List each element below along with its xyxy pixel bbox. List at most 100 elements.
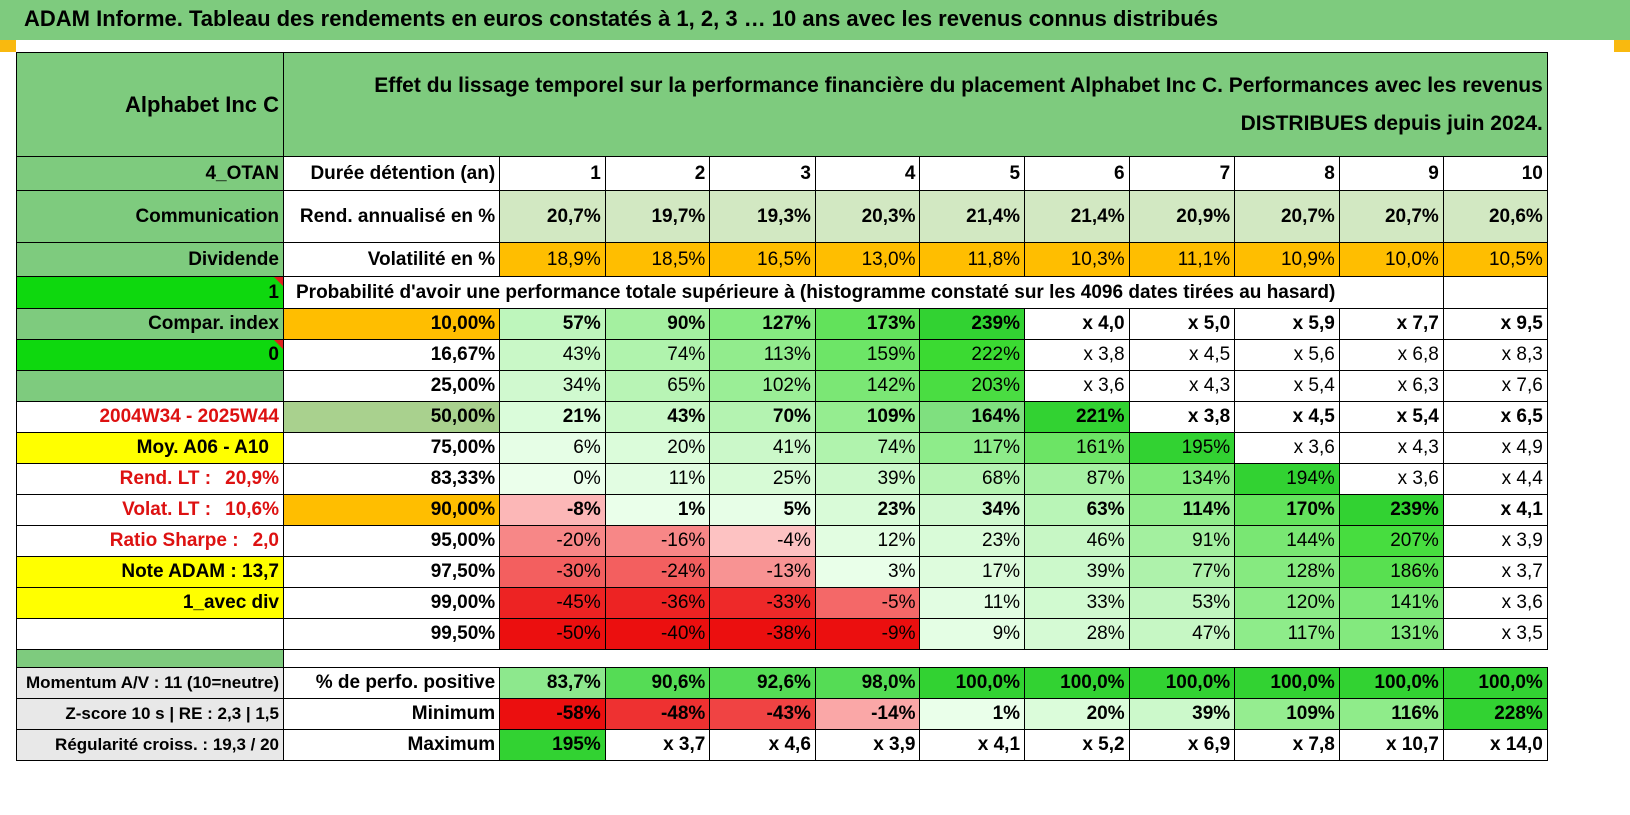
footer-label: Minimum — [282, 698, 501, 730]
duration-header: 10 — [1442, 156, 1548, 191]
footer-label: Maximum — [282, 729, 501, 761]
probability-value: 221% — [1024, 401, 1130, 433]
probability-value: 41% — [709, 432, 816, 464]
duration-header: 7 — [1128, 156, 1236, 191]
footer-value: 109% — [1234, 698, 1340, 730]
probability-value: -40% — [604, 618, 711, 650]
probability-value: 68% — [919, 463, 1026, 495]
probability-value: 21% — [499, 401, 606, 433]
probability-value: 164% — [919, 401, 1026, 433]
probability-value: x 4,4 — [1442, 463, 1548, 495]
duration-header: 3 — [709, 156, 816, 191]
side-metric-value: 10,6% — [225, 499, 279, 520]
probability-value: x 4,3 — [1128, 370, 1236, 402]
side-label: Moy. A06 - A10 — [16, 432, 284, 464]
side-metric-value: 2,0 — [252, 530, 279, 551]
probability-value: x 4,9 — [1442, 432, 1548, 464]
probability-value: 186% — [1338, 556, 1444, 588]
probability-value: 12% — [814, 525, 921, 557]
probability-value: 131% — [1338, 618, 1444, 650]
footer-value: x 5,2 — [1024, 729, 1130, 761]
duration-header: 4 — [814, 156, 921, 191]
duration-header: 9 — [1338, 156, 1444, 191]
probability-value: -9% — [814, 618, 921, 650]
probability-value: 43% — [604, 401, 711, 433]
probability-value: 47% — [1128, 618, 1236, 650]
probability-value: 53% — [1128, 587, 1236, 619]
probability-value: -24% — [604, 556, 711, 588]
probability-value: 33% — [1024, 587, 1130, 619]
side-label: Compar. index — [16, 308, 284, 340]
side-label: 2004W34 - 2025W44 — [16, 401, 284, 433]
probability-value: 222% — [919, 339, 1026, 371]
spacer-cell — [283, 649, 1548, 668]
rend-value: 19,3% — [709, 190, 816, 243]
probability-value: x 3,6 — [1442, 587, 1548, 619]
probability-value: 109% — [814, 401, 921, 433]
probability-value: 23% — [919, 525, 1026, 557]
probability-level: 75,00% — [282, 432, 501, 464]
probability-value: x 5,9 — [1234, 308, 1340, 340]
probability-value: x 8,3 — [1442, 339, 1548, 371]
volat-value: 16,5% — [709, 242, 816, 277]
probability-value: 91% — [1128, 525, 1236, 557]
probability-value: x 5,4 — [1234, 370, 1340, 402]
probability-value: 239% — [919, 308, 1026, 340]
probability-value: 28% — [1024, 618, 1130, 650]
side-label — [16, 618, 284, 650]
probability-value: 120% — [1234, 587, 1340, 619]
duration-header: 8 — [1234, 156, 1340, 191]
side-metric: Ratio Sharpe : 2,0 — [16, 525, 284, 557]
side-metric-label: Ratio Sharpe : — [109, 530, 239, 551]
footer-value: 116% — [1338, 698, 1444, 730]
probability-value: 144% — [1234, 525, 1340, 557]
side-label: Note ADAM : 13,7 — [16, 556, 284, 588]
report-title: ADAM Informe. Tableau des rendements en … — [24, 6, 1219, 31]
side-label: 0 — [16, 339, 284, 371]
probability-value: x 6,5 — [1442, 401, 1548, 433]
footer-value: 195% — [499, 729, 606, 761]
duration-header: 2 — [604, 156, 711, 191]
duration-header: 5 — [919, 156, 1026, 191]
probability-value: 25% — [709, 463, 816, 495]
footer-value: x 14,0 — [1442, 729, 1548, 761]
probability-level: 25,00% — [282, 370, 501, 402]
probability-value: x 3,9 — [1442, 525, 1548, 557]
footer-value: 100,0% — [919, 667, 1026, 699]
title-bar: ADAM Informe. Tableau des rendements en … — [0, 0, 1630, 40]
duration-header: 1 — [499, 156, 606, 191]
probability-value: 141% — [1338, 587, 1444, 619]
probability-value: 170% — [1234, 494, 1340, 526]
probability-value: 17% — [919, 556, 1026, 588]
probability-value: 117% — [919, 432, 1026, 464]
footer-value: 100,0% — [1338, 667, 1444, 699]
probability-value: x 4,5 — [1234, 401, 1340, 433]
probability-value: 65% — [604, 370, 711, 402]
probability-value: x 3,8 — [1128, 401, 1236, 433]
volat-value: 10,0% — [1338, 242, 1444, 277]
probability-value: 39% — [1024, 556, 1130, 588]
side-label: 1_avec div — [16, 587, 284, 619]
probability-value: 134% — [1128, 463, 1236, 495]
probability-value: 203% — [919, 370, 1026, 402]
rend-value: 20,9% — [1128, 190, 1236, 243]
probability-value: -13% — [709, 556, 816, 588]
volat-value: 10,9% — [1234, 242, 1340, 277]
probability-value: x 6,3 — [1338, 370, 1444, 402]
probability-value: 39% — [814, 463, 921, 495]
footer-value: 1% — [919, 698, 1026, 730]
probability-value: 161% — [1024, 432, 1130, 464]
probability-value: 142% — [814, 370, 921, 402]
probability-value: x 6,8 — [1338, 339, 1444, 371]
probability-level: 83,33% — [282, 463, 501, 495]
probability-value: -33% — [709, 587, 816, 619]
performance-table: Alphabet Inc C Effet du lissage temporel… — [16, 52, 1548, 761]
volat-value: 10,3% — [1024, 242, 1130, 277]
probability-value: 87% — [1024, 463, 1130, 495]
probability-value: x 5,6 — [1234, 339, 1340, 371]
probability-value: x 3,8 — [1024, 339, 1130, 371]
blank-cell — [1442, 276, 1548, 309]
footer-value: -58% — [499, 698, 606, 730]
durations-label: Durée détention (an) — [282, 156, 501, 191]
rend-label: Rend. annualisé en % — [282, 190, 501, 243]
